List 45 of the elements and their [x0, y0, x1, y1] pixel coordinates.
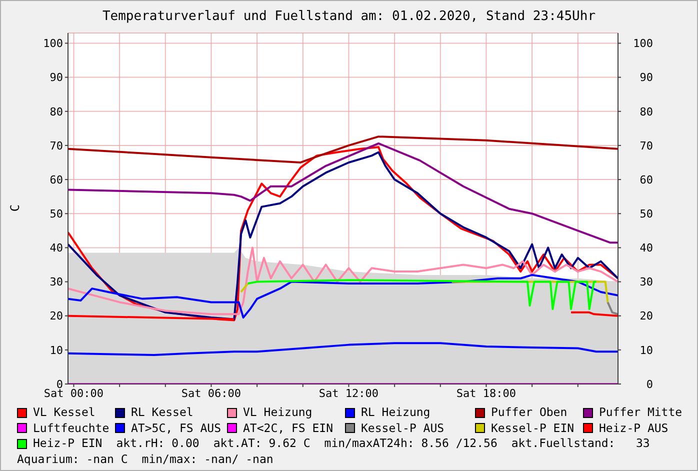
legend-label: AT>5C, FS AUS — [130, 420, 222, 436]
chart-title: Temperaturverlauf und Fuellstand am: 01.02.2020, Stand 23:45Uhr — [101, 9, 597, 24]
legend-label: RL Heizung — [360, 405, 432, 420]
y2-tick-label: 20 — [640, 310, 653, 323]
x-tick-label: Sat 06:00 — [181, 386, 242, 400]
y-tick-label: 40 — [50, 242, 63, 255]
text: akt.rH: 0.00 — [116, 436, 200, 452]
y2-tick-label: 10 — [640, 344, 653, 357]
y-tick-label: 50 — [50, 208, 63, 221]
y-tick-label: 20 — [50, 310, 63, 323]
text: min/max: -nan/ -nan — [142, 452, 274, 467]
y2-tick-label: 100 — [633, 37, 653, 50]
y2-tick-label: 60 — [640, 173, 653, 186]
x-tick-label: Sat 12:00 — [318, 386, 379, 400]
legend-label: Heiz-P AUS — [598, 420, 670, 436]
legend-label: Heiz-P EIN — [32, 436, 102, 452]
y2-tick-label: 70 — [640, 139, 653, 152]
y-tick-label: 90 — [50, 71, 63, 84]
text: akt.Fuellstand: 33 — [511, 436, 650, 452]
y-tick-label: 80 — [50, 105, 63, 118]
y2-tick-label: 80 — [640, 105, 653, 118]
legend-label: VL Heizung — [242, 405, 314, 420]
legend-label: Puffer Mitte — [598, 405, 682, 420]
y-axis-title: C — [8, 203, 22, 214]
x-tick-label: Sat 18:00 — [456, 386, 516, 400]
legend-label: Kessel-P AUS — [360, 420, 446, 436]
y2-tick-label: 30 — [640, 276, 653, 289]
y2-tick-label: 0 — [646, 378, 653, 391]
y2-tick-label: 40 — [640, 242, 653, 255]
y2-tick-label: 50 — [640, 208, 653, 221]
legend-label: RL Kessel — [130, 405, 194, 420]
text: Aquarium: -nan C — [17, 452, 128, 467]
legend-label: AT<2C, FS EIN — [242, 420, 334, 436]
y-tick-label: 60 — [50, 173, 63, 186]
y2-tick-label: 90 — [640, 71, 653, 84]
y-tick-label: 70 — [50, 139, 63, 152]
legend-label: VL Kessel — [32, 405, 96, 420]
text: akt.AT: 9.62 C — [213, 436, 310, 452]
y-tick-label: 100 — [43, 37, 63, 50]
legend-label: Kessel-P EIN — [490, 420, 574, 436]
y-tick-label: 30 — [50, 276, 63, 289]
legend-label: Puffer Oben — [490, 405, 568, 420]
text: min/maxAT24h: 8.56 /12.56 — [324, 436, 498, 452]
legend-label: Luftfeuchte — [32, 420, 110, 436]
y-tick-label: 10 — [50, 344, 63, 357]
